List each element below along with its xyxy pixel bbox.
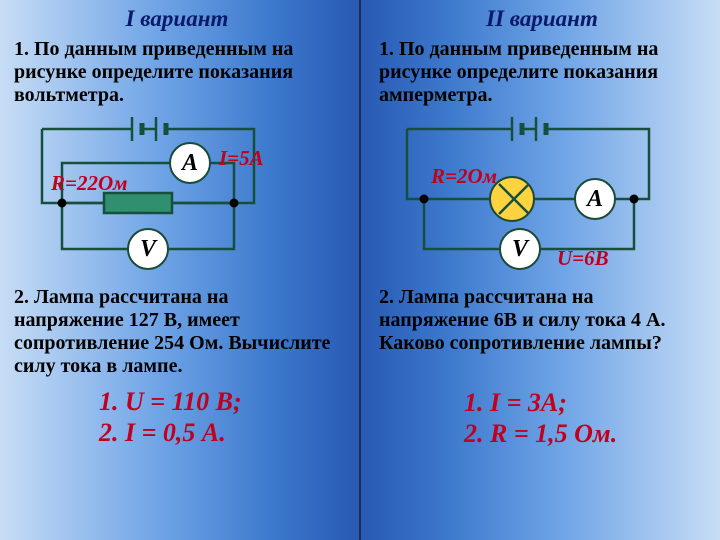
variant-1-circuit: А V R=22Ом I=5А [14, 111, 344, 286]
resistance-label: R=2Ом [431, 164, 497, 189]
variant-1-task-1: 1. По данным приведенным на рисунке опре… [14, 38, 340, 107]
variant-2-answer-2: 2. R = 1,5 Ом. [464, 418, 705, 449]
vertical-divider [359, 0, 361, 540]
variant-1-circuit-svg [14, 111, 344, 286]
ammeter: А [169, 142, 211, 184]
variant-1-answer-2: 2. I = 0,5 А. [99, 417, 340, 448]
voltmeter-letter: V [512, 236, 528, 263]
current-label: I=5А [219, 146, 264, 171]
ammeter-letter: А [182, 150, 198, 177]
column-variant-2: II вариант 1. По данным приведенным на р… [365, 0, 715, 449]
variant-2-answer-1: 1. I = 3А; [464, 387, 705, 418]
variant-2-title: II вариант [379, 6, 705, 32]
variant-1-task-2: 2. Лампа рассчитана на напряжение 127 В,… [14, 286, 340, 378]
voltmeter: V [127, 228, 169, 270]
ammeter: А [574, 178, 616, 220]
variant-1-answer-1: 1. U = 110 В; [99, 386, 340, 417]
ammeter-letter: А [587, 186, 603, 213]
column-variant-1: I вариант 1. По данным приведенным на ри… [0, 0, 350, 448]
variant-2-task-2: 2. Лампа рассчитана на напряжение 6В и с… [379, 286, 705, 355]
voltmeter-letter: V [140, 236, 156, 263]
variant-1-title: I вариант [14, 6, 340, 32]
variant-1-answers: 1. U = 110 В; 2. I = 0,5 А. [14, 386, 340, 448]
resistor [104, 193, 172, 213]
variant-2-circuit-svg [379, 111, 709, 286]
variant-2-answers: 1. I = 3А; 2. R = 1,5 Ом. [379, 387, 705, 449]
resistance-label: R=22Ом [51, 171, 128, 196]
variant-2-task-1: 1. По данным приведенным на рисунке опре… [379, 38, 705, 107]
variant-2-circuit: А V R=2Ом U=6В [379, 111, 709, 286]
voltage-label: U=6В [557, 246, 609, 271]
voltmeter: V [499, 228, 541, 270]
